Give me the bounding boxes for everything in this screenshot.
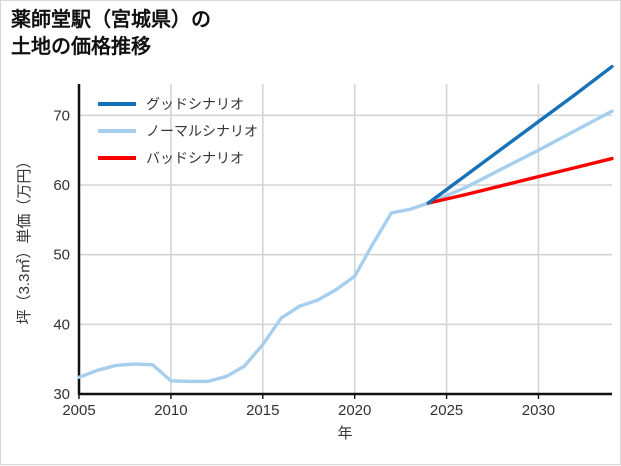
- x-tick-label: 2015: [246, 402, 279, 419]
- y-tick-label: 40: [53, 316, 70, 333]
- x-tick-label: 2030: [522, 402, 555, 419]
- x-tick-label: 2020: [338, 402, 371, 419]
- series-line: [426, 64, 614, 205]
- y-tick-label: 30: [53, 386, 70, 403]
- legend-label: バッドシナリオ: [146, 150, 244, 166]
- y-tick-labels: 30 40 50 60 70: [53, 107, 70, 403]
- series-line: [426, 156, 614, 205]
- chart-series-group: [77, 64, 614, 384]
- x-tick-label: 2005: [62, 402, 95, 419]
- y-tick-label: 70: [53, 107, 70, 124]
- legend-label: ノーマルシナリオ: [146, 123, 258, 139]
- x-axis-label: 年: [337, 425, 352, 442]
- y-tick-label: 60: [53, 177, 70, 194]
- y-axis-label: 坪（3.3㎡）単価（万円）: [16, 154, 33, 325]
- x-tick-label: 2010: [154, 402, 187, 419]
- series-line: [77, 109, 614, 384]
- legend-label: グッドシナリオ: [146, 96, 244, 112]
- page-title: 薬師堂駅（宮城県）の 土地の価格推移: [11, 9, 211, 58]
- x-tick-label: 2025: [430, 402, 463, 419]
- y-tick-label: 50: [53, 247, 70, 264]
- x-tick-labels: 2005 2010 2015 2020 2025 2030: [62, 394, 555, 419]
